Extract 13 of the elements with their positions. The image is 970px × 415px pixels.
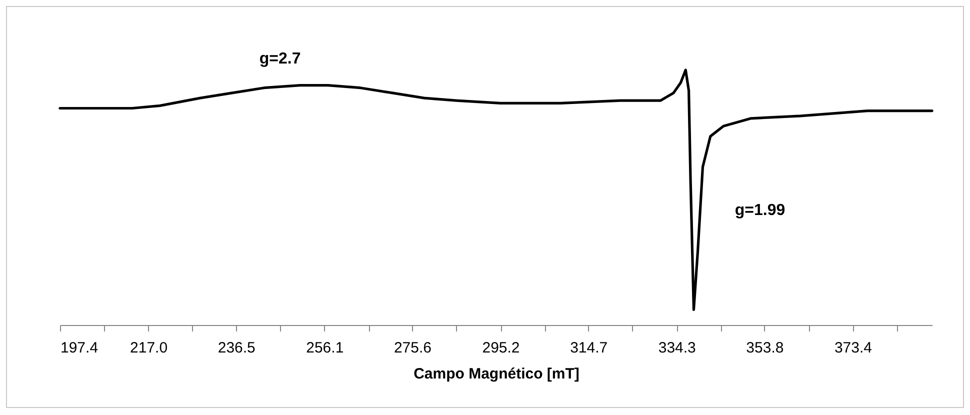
x-tick-label: 373.4 <box>834 340 872 356</box>
x-tick-label: 314.7 <box>570 340 608 356</box>
x-tick-label: 353.8 <box>746 340 784 356</box>
x-axis-title: Campo Magnético [mT] <box>414 366 580 382</box>
annotation: g=2.7 <box>259 50 301 68</box>
x-tick-label: 197.4 <box>60 340 98 356</box>
x-tick-label: 295.2 <box>482 340 520 356</box>
x-tick-label: 256.1 <box>306 340 344 356</box>
annotation: g=1.99 <box>734 202 786 219</box>
x-tick-label: 334.3 <box>658 340 696 356</box>
x-tick-label: 236.5 <box>218 340 256 356</box>
x-tick-label: 217.0 <box>130 340 168 356</box>
x-tick-label: 275.6 <box>394 340 432 356</box>
